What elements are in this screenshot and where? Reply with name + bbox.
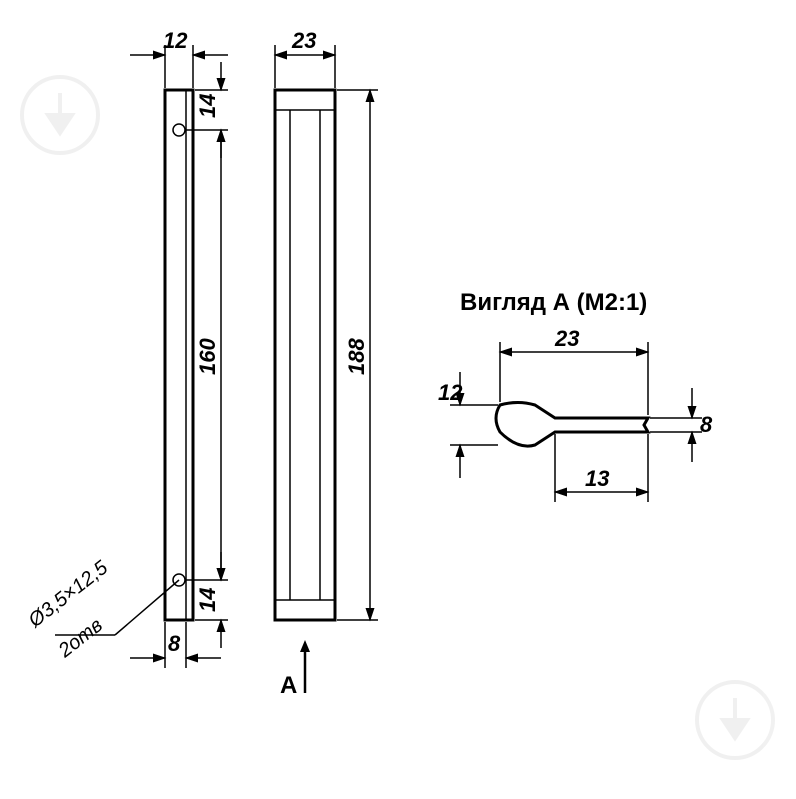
dim-front-height: 160 (195, 338, 220, 375)
engineering-drawing: 12 8 14 160 14 Ø3,5×12,5 2отв (0, 0, 796, 799)
dim-top-offset: 14 (195, 94, 220, 118)
side-view: 23 188 А (275, 28, 378, 699)
holes-note-1: Ø3,5×12,5 (24, 556, 113, 632)
section-label: А (280, 672, 297, 699)
dim-detail-width-bottom: 13 (585, 466, 609, 491)
dim-side-height: 188 (344, 338, 369, 375)
dim-side-width: 23 (291, 28, 316, 53)
dim-detail-height-right: 8 (700, 412, 713, 437)
dim-front-width: 12 (163, 28, 188, 53)
detail-title: Вигляд А (М2:1) (460, 289, 647, 316)
detail-view: Вигляд А (М2:1) 23 13 12 8 (438, 289, 713, 502)
watermark-icon (22, 77, 98, 153)
dim-bottom-offset: 14 (195, 588, 220, 612)
dim-detail-height-left: 12 (438, 380, 463, 405)
watermark-icon (697, 682, 773, 758)
holes-note-2: 2отв (54, 614, 107, 662)
dim-front-bottom-width: 8 (168, 631, 181, 656)
dim-detail-width-top: 23 (554, 326, 579, 351)
